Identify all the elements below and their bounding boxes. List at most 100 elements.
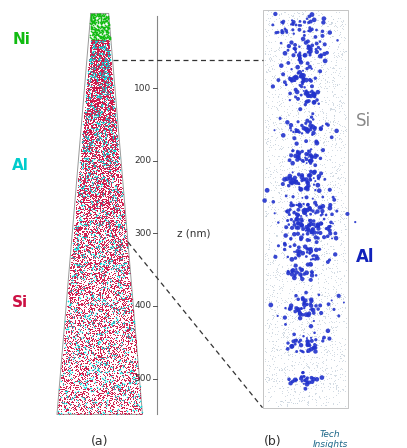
Point xyxy=(81,245,88,252)
Point xyxy=(286,14,293,21)
Point xyxy=(69,250,75,258)
Point xyxy=(95,56,101,63)
Point xyxy=(98,48,105,56)
Point xyxy=(97,368,103,375)
Point xyxy=(320,308,327,315)
Point xyxy=(131,346,137,353)
Point xyxy=(90,136,97,143)
Point xyxy=(104,365,110,372)
Point xyxy=(83,117,90,125)
Point xyxy=(60,383,66,390)
Point xyxy=(325,312,331,319)
Point xyxy=(101,72,108,79)
Point xyxy=(288,337,294,344)
Point xyxy=(104,372,111,379)
Point xyxy=(79,159,86,167)
Point xyxy=(67,313,73,320)
Point xyxy=(117,354,124,362)
Point xyxy=(80,340,86,347)
Point xyxy=(112,185,118,193)
Point xyxy=(96,81,102,88)
Point xyxy=(106,328,112,336)
Point xyxy=(119,191,125,198)
Point xyxy=(304,60,311,67)
Point xyxy=(107,329,114,336)
Point xyxy=(81,189,87,196)
Point xyxy=(71,363,77,370)
Point xyxy=(311,354,317,361)
Point xyxy=(97,234,103,241)
Point xyxy=(89,170,95,177)
Point xyxy=(304,113,311,120)
Point xyxy=(107,224,113,231)
Point xyxy=(88,82,94,90)
Point xyxy=(83,335,90,342)
Point xyxy=(110,247,117,254)
Point xyxy=(291,167,297,174)
Point xyxy=(298,323,304,330)
Point xyxy=(98,237,105,244)
Point xyxy=(88,187,94,194)
Point xyxy=(100,118,107,125)
Point xyxy=(90,65,97,72)
Point xyxy=(262,122,269,129)
Point xyxy=(105,195,111,202)
Point xyxy=(290,91,297,99)
Point xyxy=(81,210,88,217)
Point xyxy=(124,312,130,319)
Point xyxy=(124,251,131,258)
Point xyxy=(95,266,102,273)
Point xyxy=(295,228,302,235)
Point xyxy=(100,101,107,108)
Point xyxy=(310,180,317,187)
Point xyxy=(110,250,116,257)
Point xyxy=(111,307,117,314)
Point xyxy=(61,358,67,365)
Point xyxy=(98,192,105,199)
Point xyxy=(92,185,98,192)
Point xyxy=(103,103,109,111)
Point xyxy=(81,230,88,237)
Point xyxy=(97,392,103,400)
Point xyxy=(107,268,114,276)
Point xyxy=(89,131,95,138)
Point xyxy=(300,267,306,275)
Point xyxy=(107,248,113,255)
Point xyxy=(102,207,108,214)
Point xyxy=(84,285,90,293)
Point xyxy=(84,109,90,116)
Point xyxy=(120,265,127,272)
Point xyxy=(85,122,91,129)
Point xyxy=(88,56,95,63)
Point xyxy=(97,125,104,132)
Point xyxy=(98,353,105,361)
Point xyxy=(338,33,344,40)
Point xyxy=(285,374,292,381)
Point xyxy=(101,56,108,64)
Point xyxy=(74,246,81,254)
Point xyxy=(114,134,120,141)
Point xyxy=(280,330,287,337)
Point xyxy=(76,347,82,354)
Point xyxy=(109,357,116,364)
Point xyxy=(88,372,95,379)
Point xyxy=(321,215,327,223)
Point xyxy=(335,281,341,288)
Point xyxy=(301,28,307,35)
Point xyxy=(87,52,93,60)
Point xyxy=(87,205,94,212)
Point xyxy=(77,217,84,224)
Point xyxy=(101,286,107,293)
Point xyxy=(306,315,313,322)
Point xyxy=(75,210,81,217)
Point xyxy=(107,314,114,322)
Point xyxy=(113,138,119,145)
Point xyxy=(91,82,97,89)
Point xyxy=(88,358,94,365)
Point xyxy=(119,382,125,389)
Point xyxy=(83,111,90,118)
Point xyxy=(109,110,115,117)
Point xyxy=(297,337,304,344)
Point xyxy=(90,65,96,73)
Point xyxy=(295,191,302,198)
